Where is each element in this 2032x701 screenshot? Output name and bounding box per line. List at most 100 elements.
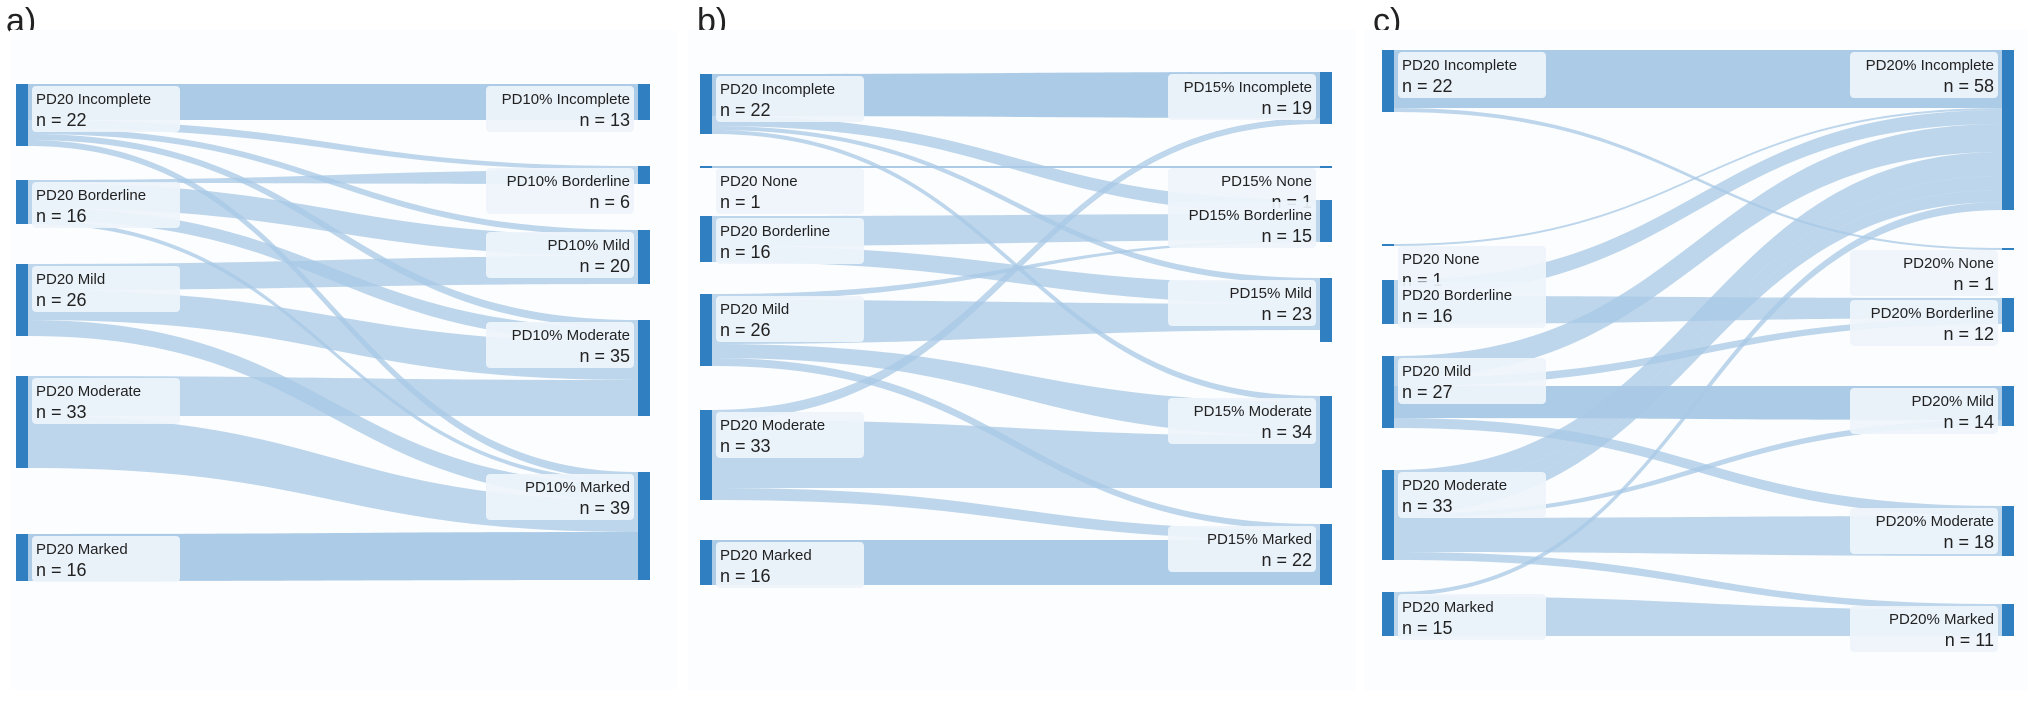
left-node-label-2-4: PD20 Moderate n = 33 (1398, 472, 1546, 518)
left-node-bar-2-1[interactable] (1382, 244, 1394, 246)
node-count: n = 33 (720, 436, 771, 456)
left-node-bar-1-4[interactable] (700, 410, 712, 500)
label-bg (1850, 508, 1998, 554)
left-node-label-2-2: PD20 Borderline n = 16 (1398, 282, 1546, 328)
left-node-bar-2-3[interactable] (1382, 356, 1394, 428)
label-bg (1168, 526, 1316, 572)
left-node-bar-1-3[interactable] (700, 294, 712, 366)
left-node-bar-0-3[interactable] (16, 376, 28, 468)
node-count: n = 16 (720, 242, 771, 262)
node-name: PD15% None (1221, 173, 1312, 190)
left-node-label-1-4: PD20 Moderate n = 33 (716, 412, 864, 458)
node-count: n = 26 (36, 290, 87, 310)
node-name: PD15% Mild (1229, 285, 1312, 302)
right-node-label-1-2: PD15% Borderline n = 15 (1168, 202, 1316, 248)
left-node-label-0-0: PD20 Incomplete n = 22 (32, 86, 180, 132)
right-node-bar-0-4[interactable] (638, 472, 650, 580)
node-count: n = 1 (720, 192, 761, 212)
link-0-1-1-5 (28, 170, 638, 184)
left-node-bar-1-1[interactable] (700, 166, 712, 168)
right-node-bar-1-5[interactable] (1320, 524, 1332, 585)
right-node-bar-1-3[interactable] (1320, 278, 1332, 342)
link-2-5-0-15 (1394, 202, 2002, 596)
left-node-bar-0-1[interactable] (16, 180, 28, 224)
node-name: PD15% Incomplete (1184, 79, 1312, 96)
right-node-bar-1-0[interactable] (1320, 72, 1332, 124)
node-name: PD20% None (1903, 255, 1994, 272)
links-panel-0 (28, 84, 638, 581)
right-node-label-0-3: PD10% Moderate n = 35 (486, 322, 634, 368)
node-name: PD20% Marked (1889, 611, 1994, 628)
left-node-bar-1-0[interactable] (700, 74, 712, 134)
left-node-label-0-3: PD20 Moderate n = 33 (32, 378, 180, 424)
node-name: PD20 Borderline (720, 223, 830, 240)
right-node-bar-2-3[interactable] (2002, 386, 2014, 426)
label-bg (1398, 246, 1546, 292)
node-count: n = 27 (1402, 382, 1453, 402)
left-node-bar-1-5[interactable] (700, 540, 712, 585)
node-count: n = 11 (1945, 630, 1994, 650)
link-0-0-4-4 (28, 140, 638, 480)
link-0-3-4-13 (28, 416, 638, 532)
link-2-3-0-5 (1394, 124, 2002, 378)
right-node-bar-0-0[interactable] (638, 84, 650, 120)
label-bg (486, 322, 634, 368)
label-bg (1850, 300, 1998, 346)
label-bg (716, 542, 864, 588)
right-node-label-2-3: PD20% Mild n = 14 (1850, 388, 1998, 434)
link-2-0-1-1 (1394, 108, 2002, 250)
node-count: n = 20 (579, 256, 630, 276)
node-count: n = 15 (1402, 618, 1453, 638)
left-node-label-2-0: PD20 Incomplete n = 22 (1398, 52, 1546, 98)
node-count: n = 35 (579, 346, 630, 366)
link-0-2-2-9 (28, 256, 638, 290)
node-name: PD20 Mild (1402, 363, 1471, 380)
right-node-bar-2-2[interactable] (2002, 298, 2014, 332)
right-node-bar-0-1[interactable] (638, 166, 650, 184)
right-node-bar-0-2[interactable] (638, 230, 650, 284)
node-name: PD10% Mild (547, 237, 630, 254)
right-node-bar-0-3[interactable] (638, 320, 650, 416)
right-node-bar-1-1[interactable] (1320, 166, 1332, 168)
left-node-bar-2-0[interactable] (1382, 50, 1394, 112)
label-bg (32, 182, 180, 228)
node-name: PD10% Incomplete (502, 91, 630, 108)
link-0-0-0-0 (28, 84, 638, 120)
right-node-label-2-2: PD20% Borderline n = 12 (1850, 300, 1998, 346)
label-bg (1168, 202, 1316, 248)
node-count: n = 6 (589, 192, 630, 212)
right-node-bar-2-0[interactable] (2002, 50, 2014, 210)
link-2-4-0-11 (1394, 190, 2002, 514)
left-node-bar-0-0[interactable] (16, 84, 28, 146)
node-count: n = 16 (1402, 306, 1453, 326)
right-node-bar-1-4[interactable] (1320, 396, 1332, 488)
label-bg (1168, 74, 1316, 120)
left-node-bar-2-5[interactable] (1382, 592, 1394, 636)
left-node-bar-2-2[interactable] (1382, 280, 1394, 324)
label-bg (486, 168, 634, 214)
right-node-bar-2-1[interactable] (2002, 248, 2014, 250)
right-node-bar-1-2[interactable] (1320, 200, 1332, 242)
left-node-bar-1-2[interactable] (700, 216, 712, 262)
link-1-0-2-1 (712, 116, 1320, 214)
right-node-label-2-0: PD20% Incomplete n = 58 (1850, 52, 1998, 98)
right-node-bar-2-4[interactable] (2002, 506, 2014, 556)
node-name: PD20 Marked (1402, 599, 1494, 616)
label-bg (486, 474, 634, 520)
label-bg (1850, 52, 1998, 98)
link-0-1-4-8 (28, 220, 638, 484)
node-name: PD15% Moderate (1194, 403, 1312, 420)
node-count: n = 33 (36, 402, 87, 422)
right-node-label-0-0: PD10% Incomplete n = 13 (486, 86, 634, 132)
label-bg (716, 76, 864, 122)
left-node-bar-2-4[interactable] (1382, 470, 1394, 560)
label-bg (716, 412, 864, 458)
node-name: PD20 Incomplete (720, 81, 835, 98)
node-count: n = 22 (720, 100, 771, 120)
right-node-bar-2-5[interactable] (2002, 604, 2014, 636)
left-node-bar-0-2[interactable] (16, 264, 28, 336)
label-bg (1168, 398, 1316, 444)
left-node-bar-0-4[interactable] (16, 534, 28, 581)
node-name: PD10% Moderate (512, 327, 630, 344)
right-node-label-1-0: PD15% Incomplete n = 19 (1168, 74, 1316, 120)
